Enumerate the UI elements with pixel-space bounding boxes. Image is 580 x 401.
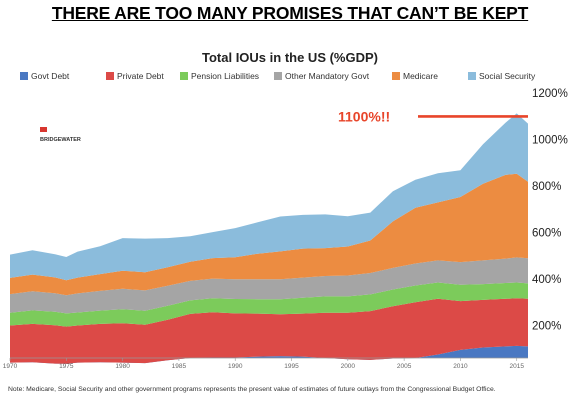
x-tick-label-1995: 1995 bbox=[284, 363, 299, 370]
x-axis: 1970 1975 1980 1985 1990 1995 2000 2005 2010 2015 bbox=[3, 357, 528, 370]
y-tick-label-800: 800% bbox=[532, 181, 561, 193]
area-social-security bbox=[10, 113, 528, 281]
legend-label-other-mandatory-govt: Other Mandatory Govt bbox=[285, 71, 370, 81]
x-tick-label-2010: 2010 bbox=[453, 363, 468, 370]
legend-swatch-private-debt bbox=[106, 72, 114, 80]
legend-item-social-security: Social Security bbox=[468, 71, 535, 81]
legend-label-medicare: Medicare bbox=[403, 71, 438, 81]
area-pension-liabilities bbox=[10, 282, 528, 327]
y-tick-label-200: 200% bbox=[532, 320, 561, 332]
x-tick-label-1980: 1980 bbox=[115, 363, 130, 370]
area-other-mandatory-govt bbox=[10, 257, 528, 314]
legend-swatch-pension-liabilities bbox=[180, 72, 188, 80]
legend-swatch-medicare bbox=[392, 72, 400, 80]
legend-item-private-debt: Private Debt bbox=[106, 71, 164, 81]
x-tick-label-2000: 2000 bbox=[341, 363, 356, 370]
legend-swatch-govt-debt bbox=[20, 72, 28, 80]
x-tick-label-1985: 1985 bbox=[172, 363, 187, 370]
x-tick-label-2015: 2015 bbox=[510, 363, 525, 370]
legend-label-pension-liabilities: Pension Liabilities bbox=[191, 71, 260, 81]
headline: THERE ARE TOO MANY PROMISES THAT CAN’T B… bbox=[51, 3, 529, 23]
y-axis: 200% 400% 600% 800% 1000% 1200% bbox=[532, 88, 568, 332]
annotation: 1100%!! bbox=[338, 108, 528, 124]
area-private-debt bbox=[10, 298, 528, 364]
legend-item-govt-debt: Govt Debt bbox=[20, 71, 69, 81]
legend-item-pension-liabilities: Pension Liabilities bbox=[180, 71, 259, 81]
y-tick-label-1000: 1000% bbox=[532, 135, 568, 147]
legend-label-private-debt: Private Debt bbox=[117, 71, 164, 81]
x-tick-label-1970: 1970 bbox=[3, 363, 18, 370]
x-tick-label-1990: 1990 bbox=[228, 363, 243, 370]
legend-item-other-mandatory-govt: Other Mandatory Govt bbox=[274, 71, 369, 81]
legend-label-govt-debt: Govt Debt bbox=[31, 71, 70, 81]
logo-mark bbox=[40, 127, 47, 132]
footnote: Note: Medicare, Social Security and othe… bbox=[8, 386, 496, 393]
logo-text: BRIDGEWATER bbox=[40, 137, 81, 143]
legend-label-social-security: Social Security bbox=[479, 71, 536, 81]
legend-item-medicare: Medicare bbox=[392, 71, 438, 81]
chart-title: Total IOUs in the US (%GDP) bbox=[202, 50, 378, 65]
legend-swatch-social-security bbox=[468, 72, 476, 80]
x-tick-label-1975: 1975 bbox=[59, 363, 74, 370]
y-tick-label-400: 400% bbox=[532, 274, 561, 286]
legend-swatch-other-mandatory-govt bbox=[274, 72, 282, 80]
x-tick-label-2005: 2005 bbox=[397, 363, 412, 370]
y-tick-label-1200: 1200% bbox=[532, 88, 568, 100]
bridgewater-logo: BRIDGEWATER bbox=[40, 127, 81, 143]
area-medicare bbox=[10, 173, 528, 296]
annotation-label: 1100%!! bbox=[338, 108, 390, 124]
chart-legend: Govt Debt Private Debt Pension Liabilities… bbox=[20, 71, 580, 85]
area-layers bbox=[10, 113, 528, 364]
y-tick-label-600: 600% bbox=[532, 228, 561, 240]
